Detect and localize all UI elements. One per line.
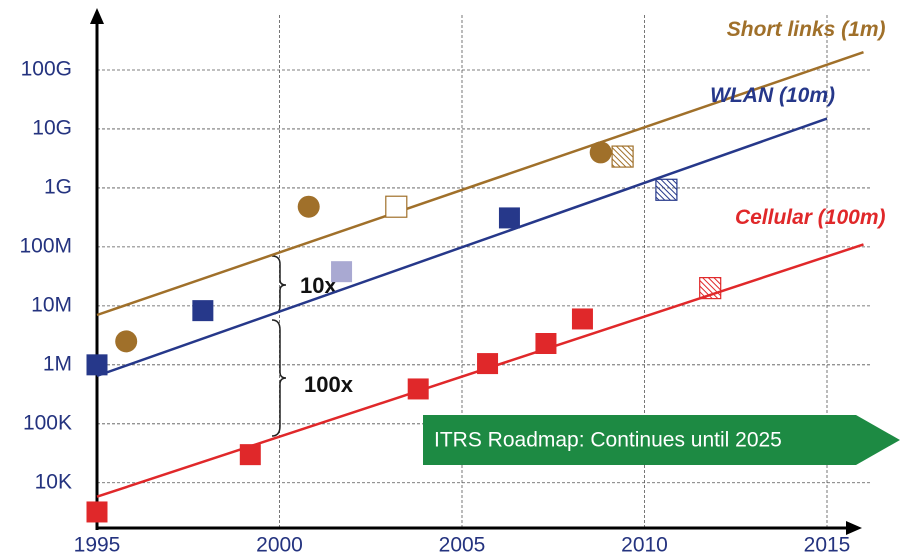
y-tick-label: 100K xyxy=(23,411,72,434)
brace-10x xyxy=(271,255,287,315)
x-tick-label: 2010 xyxy=(621,534,668,557)
y-tick-label: 1G xyxy=(44,175,72,198)
marker xyxy=(297,195,320,218)
marker xyxy=(611,145,634,168)
x-tick-label: 2005 xyxy=(439,534,486,557)
marker xyxy=(477,353,499,375)
marker xyxy=(239,444,261,466)
y-tick-label: 10M xyxy=(31,293,72,316)
series-label: Short links (1m) xyxy=(727,18,886,41)
x-axis-arrow xyxy=(846,521,862,535)
marker xyxy=(86,501,108,523)
y-axis-arrow xyxy=(90,8,104,24)
roadmap-arrow xyxy=(423,415,900,465)
series-label: Cellular (100m) xyxy=(735,206,886,229)
marker xyxy=(571,308,593,330)
y-tick-label: 100M xyxy=(19,234,72,257)
x-tick-label: 1995 xyxy=(74,534,121,557)
y-tick-label: 1M xyxy=(43,352,72,375)
annotation: 100x xyxy=(304,372,354,397)
trend-line xyxy=(96,51,864,317)
marker xyxy=(589,141,612,164)
marker xyxy=(115,330,138,353)
marker xyxy=(331,261,353,283)
x-tick-label: 2015 xyxy=(804,534,851,557)
marker xyxy=(699,277,722,300)
trend-line xyxy=(96,117,828,378)
y-tick-label: 10K xyxy=(35,470,72,493)
marker xyxy=(86,354,108,376)
marker xyxy=(192,300,214,322)
y-tick-label: 10G xyxy=(32,116,72,139)
marker xyxy=(655,178,678,201)
marker xyxy=(535,333,557,355)
brace-100x xyxy=(271,319,287,437)
series-label: WLAN (10m) xyxy=(710,84,835,107)
annotation: ITRS Roadmap: Continues until 2025 xyxy=(434,429,782,452)
marker xyxy=(385,195,408,218)
marker xyxy=(498,207,520,229)
x-tick-label: 2000 xyxy=(256,534,303,557)
marker xyxy=(407,378,429,400)
y-tick-label: 100G xyxy=(21,58,72,81)
